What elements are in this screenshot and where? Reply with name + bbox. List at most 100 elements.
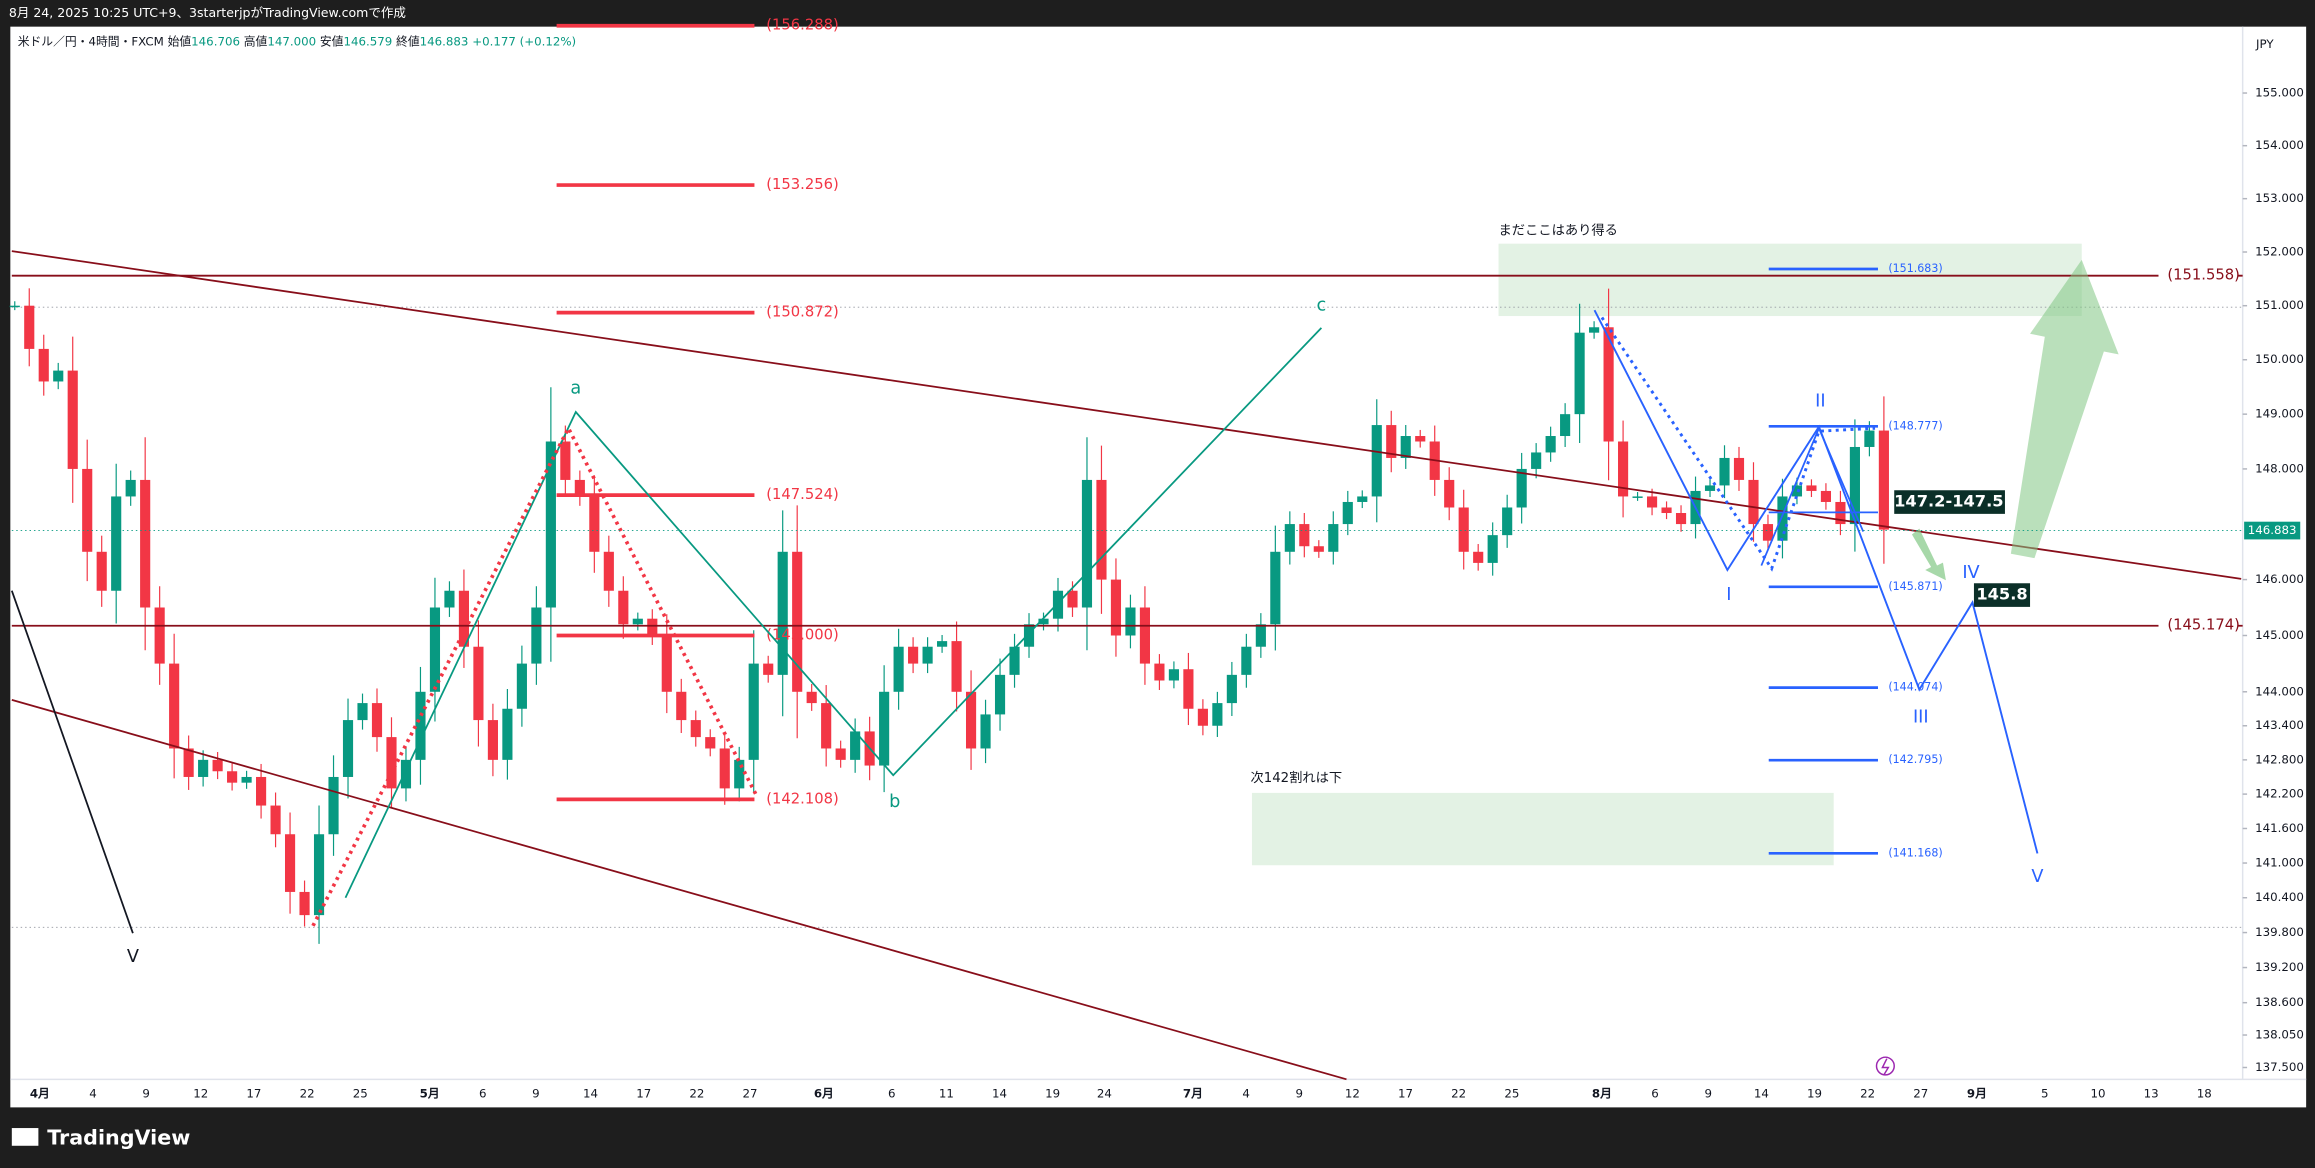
candle [1618, 441, 1629, 497]
candle [908, 646, 919, 664]
x-tick-label: 13 [2144, 1087, 2159, 1101]
wave-path [1760, 425, 1865, 566]
candle [1125, 607, 1136, 636]
x-tick-label: 9 [532, 1087, 540, 1101]
candle [53, 370, 64, 382]
candle [140, 479, 151, 608]
candle [516, 663, 527, 709]
callout-bg [1973, 583, 2031, 607]
zone [1498, 243, 2082, 317]
candle [1241, 646, 1252, 675]
y-tick-label: 142.200 [2255, 787, 2304, 801]
candle [502, 708, 513, 760]
symbol: 米ドル／円・4時間・FXCM [18, 34, 164, 48]
last-price-label: 146.883 [2248, 523, 2297, 537]
x-tick-label: 14 [992, 1087, 1007, 1101]
candle [1009, 646, 1020, 675]
x-tick-label: 22 [689, 1087, 704, 1101]
logo-mark [11, 1128, 39, 1146]
x-tick-label: 6 [479, 1087, 487, 1101]
label-bg [2158, 616, 2239, 635]
wave-label: c [1317, 296, 1327, 316]
candle [850, 731, 861, 760]
fib-label: (156.288) [766, 17, 839, 34]
callout: 147.2-147.5 [1894, 492, 2003, 511]
candle [82, 468, 93, 552]
candle [342, 720, 354, 777]
candle [1878, 430, 1889, 530]
candle [1806, 485, 1817, 491]
brand: TradingView [47, 1125, 190, 1149]
candle [806, 691, 817, 704]
candle [1270, 551, 1281, 625]
candle [835, 748, 846, 760]
candle [284, 834, 296, 892]
x-tick-label: 10 [2090, 1087, 2105, 1101]
candle [1661, 507, 1672, 514]
candle [1386, 425, 1397, 458]
zone [1251, 792, 1834, 866]
candle [111, 496, 122, 591]
candle [1545, 436, 1556, 453]
wave-label: V [127, 947, 139, 967]
wave-path [344, 327, 1323, 899]
candle [1415, 436, 1426, 442]
candle [1313, 546, 1324, 552]
candle [951, 641, 962, 692]
wave-level-label: (142.795) [1888, 753, 1942, 766]
y-tick-label: 153.000 [2255, 191, 2304, 205]
y-tick-label: 144.000 [2255, 684, 2304, 698]
trendline [11, 250, 2242, 580]
x-tick-label: 12 [193, 1087, 208, 1101]
candle [1458, 507, 1469, 552]
fib-label: (142.108) [766, 790, 839, 807]
candle [531, 607, 542, 664]
x-tick-label: 9 [142, 1087, 150, 1101]
x-tick-label: 11 [939, 1087, 954, 1101]
candle [1502, 507, 1513, 536]
x-tick-label: 18 [2197, 1087, 2212, 1101]
y-tick-label: 148.000 [2255, 461, 2304, 475]
candles [9, 288, 1889, 944]
ohlc-label: 安値 [320, 34, 344, 48]
wave-label: IV [1962, 563, 1979, 583]
candle [1154, 663, 1165, 681]
x-tick-label: 9 [1295, 1087, 1303, 1101]
candle [1357, 496, 1368, 502]
candle [1675, 513, 1687, 525]
annotation: 次142割れは下 [1251, 769, 1343, 786]
candle [299, 891, 310, 916]
candle [1820, 490, 1832, 502]
x-tick-label: 17 [246, 1087, 261, 1101]
candle [444, 590, 455, 608]
candle [705, 737, 716, 749]
candle [1139, 607, 1151, 664]
candle [400, 759, 412, 789]
x-tick-label: 19 [1045, 1087, 1060, 1101]
wave-label: I [1726, 585, 1731, 605]
y-tick-label: 151.000 [2255, 298, 2304, 312]
candle [1038, 618, 1049, 625]
candle [647, 618, 658, 636]
wave-label: b [889, 792, 900, 812]
candle [574, 479, 585, 497]
candle [1067, 590, 1078, 608]
y-tick-label: 141.000 [2255, 856, 2304, 870]
candle [1081, 479, 1093, 608]
wave-level-label: (145.871) [1888, 580, 1942, 593]
y-tick-label: 149.000 [2255, 407, 2304, 421]
candle [1632, 496, 1643, 498]
y-tick-label: 154.000 [2255, 138, 2304, 152]
candle [603, 551, 614, 591]
candle [473, 646, 484, 721]
candle [1704, 485, 1716, 491]
candle [371, 703, 383, 738]
candle [1733, 457, 1745, 480]
wave-label: V [2031, 867, 2043, 887]
candle [676, 691, 687, 721]
candle [1864, 430, 1875, 447]
footer [0, 1108, 2315, 1168]
candle [458, 590, 470, 647]
candle [792, 551, 803, 692]
